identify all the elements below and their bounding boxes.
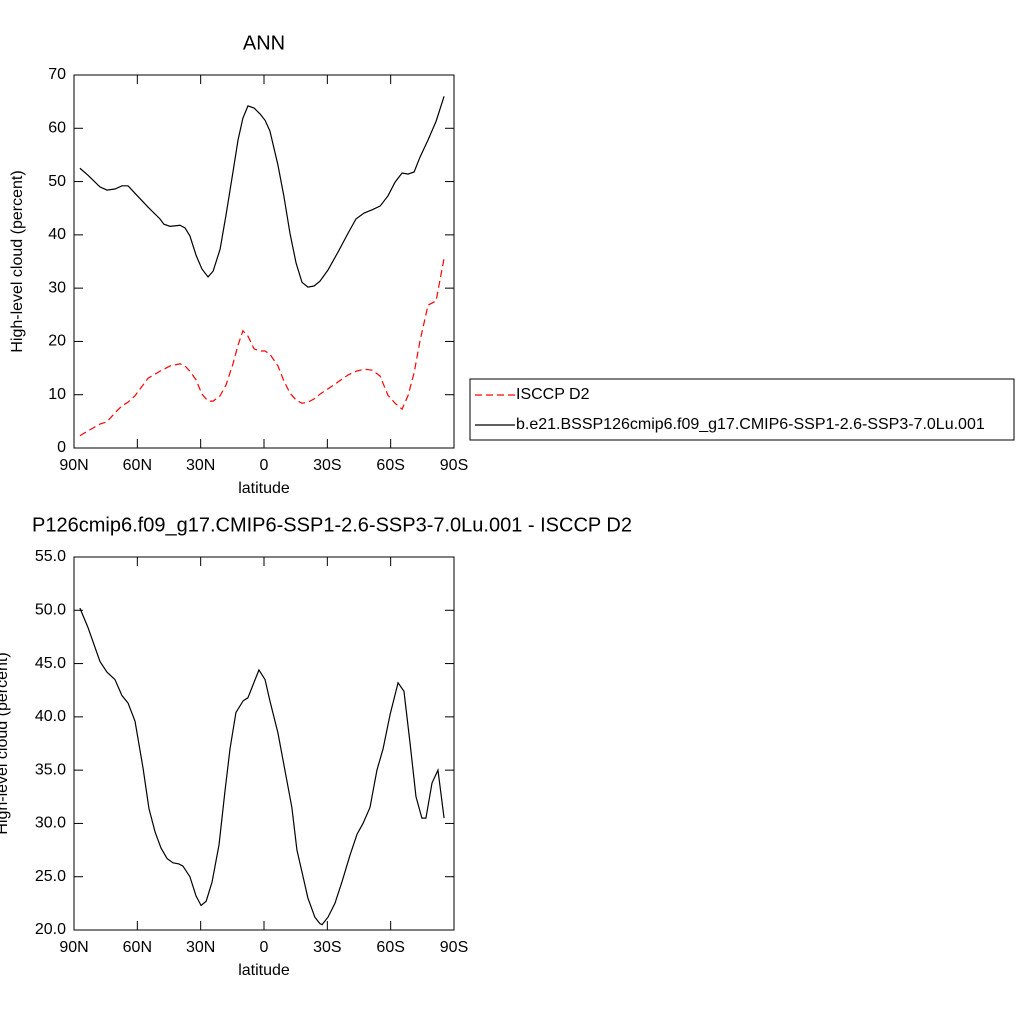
series-line xyxy=(79,96,445,288)
x-tick-label: 60N xyxy=(123,457,152,474)
x-tick-label: 60N xyxy=(123,939,152,956)
x-tick-label: 90S xyxy=(440,939,468,956)
chart-title: ANN xyxy=(243,32,285,54)
y-tick-label: 35.0 xyxy=(35,761,66,778)
y-tick-label: 50.0 xyxy=(35,602,66,619)
x-axis-label: latitude xyxy=(238,480,290,497)
x-tick-label: 90S xyxy=(440,457,468,474)
y-tick-label: 55.0 xyxy=(35,548,66,565)
x-tick-label: 30S xyxy=(313,457,341,474)
plot-frame xyxy=(73,74,455,449)
y-tick-label: 40.0 xyxy=(35,708,66,725)
y-tick-label: 40 xyxy=(48,226,66,243)
x-tick-label: 30N xyxy=(186,457,215,474)
x-tick-label: 90N xyxy=(59,939,88,956)
legend-label: ISCCP D2 xyxy=(516,386,590,403)
x-tick-label: 60S xyxy=(376,457,404,474)
y-axis-label: High-level cloud (percent) xyxy=(9,170,26,352)
x-axis-label: latitude xyxy=(238,962,290,979)
chart-title: P126cmip6.f09_g17.CMIP6-SSP1-2.6-SSP3-7.… xyxy=(32,514,632,536)
y-tick-label: 10 xyxy=(48,386,66,403)
y-axis-label: High-level cloud (percent) xyxy=(0,652,11,834)
y-tick-label: 20 xyxy=(48,333,66,350)
y-tick-label: 0 xyxy=(57,439,66,456)
x-tick-label: 30S xyxy=(313,939,341,956)
y-tick-label: 30 xyxy=(48,279,66,296)
x-tick-label: 60S xyxy=(376,939,404,956)
y-tick-label: 20.0 xyxy=(35,921,66,938)
series-line xyxy=(79,258,445,437)
x-tick-label: 90N xyxy=(59,457,88,474)
y-tick-label: 60 xyxy=(48,120,66,137)
y-tick-label: 45.0 xyxy=(35,655,66,672)
x-tick-label: 0 xyxy=(260,457,269,474)
y-tick-label: 70 xyxy=(48,66,66,83)
y-tick-label: 30.0 xyxy=(35,815,66,832)
y-tick-label: 25.0 xyxy=(35,868,66,885)
x-tick-label: 30N xyxy=(186,939,215,956)
y-tick-label: 50 xyxy=(48,173,66,190)
series-line xyxy=(79,607,445,926)
plot-frame xyxy=(73,556,455,931)
legend-label: b.e21.BSSP126cmip6.f09_g17.CMIP6-SSP1-2.… xyxy=(516,416,985,433)
legend-box xyxy=(469,378,1015,441)
x-tick-label: 0 xyxy=(260,939,269,956)
